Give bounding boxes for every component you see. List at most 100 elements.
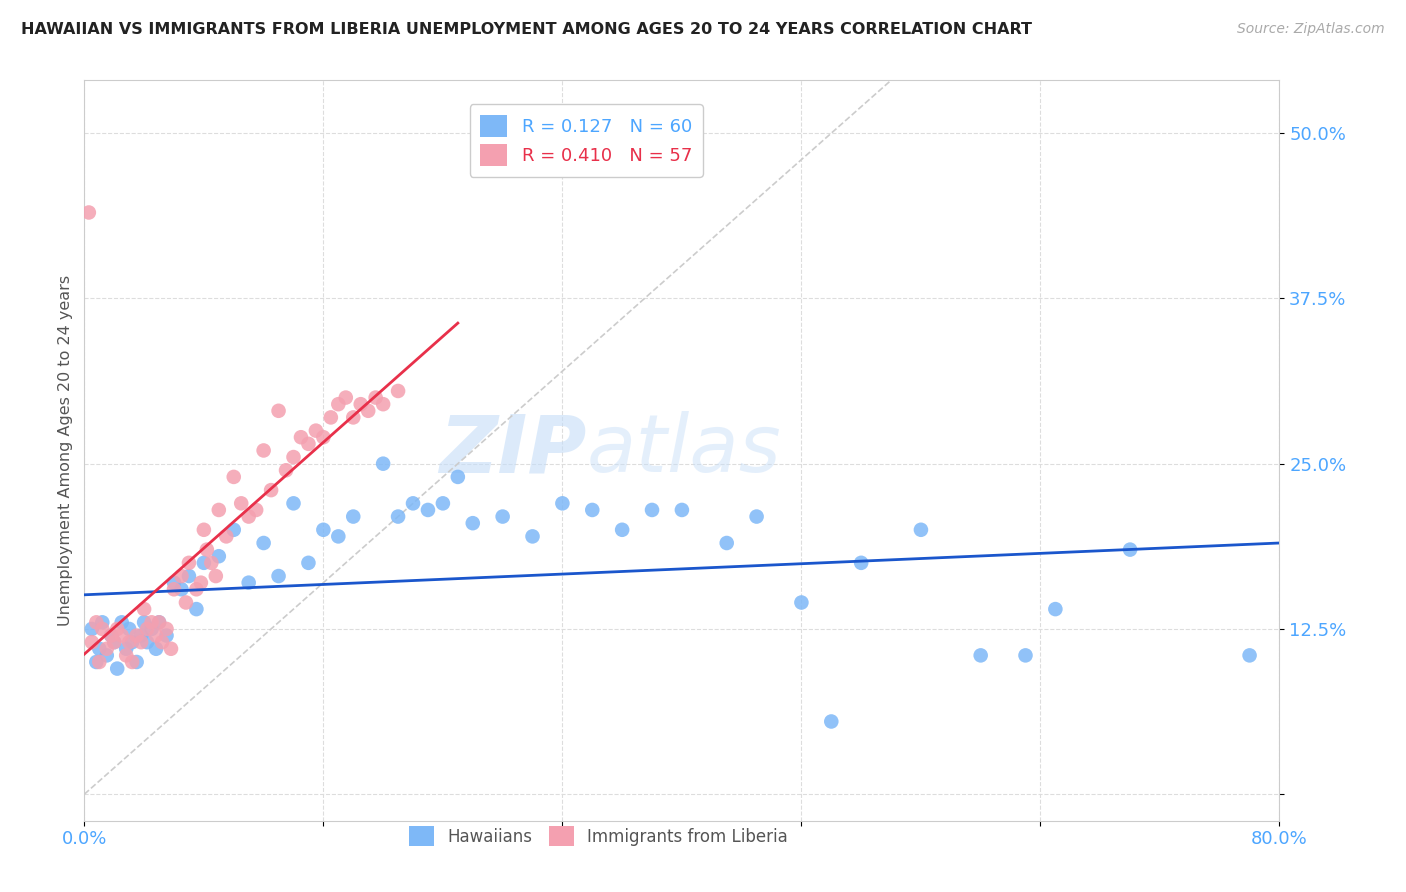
Point xyxy=(132,602,156,616)
Point xyxy=(160,641,183,656)
Point xyxy=(432,496,454,510)
Point xyxy=(155,622,177,636)
Point xyxy=(111,629,134,643)
Point xyxy=(115,648,138,663)
Point xyxy=(96,648,118,663)
Point xyxy=(222,523,245,537)
Point xyxy=(312,430,335,444)
Point xyxy=(150,635,173,649)
Point xyxy=(118,622,141,636)
Point xyxy=(551,496,574,510)
Point xyxy=(364,391,387,405)
Point xyxy=(260,483,283,497)
Point xyxy=(461,516,484,531)
Point xyxy=(125,629,148,643)
Point xyxy=(416,503,439,517)
Point xyxy=(125,655,148,669)
Point xyxy=(193,523,215,537)
Point xyxy=(215,529,238,543)
Point xyxy=(80,622,103,636)
Point xyxy=(121,635,143,649)
Point xyxy=(100,629,122,643)
Point xyxy=(86,615,108,630)
Point xyxy=(1014,648,1036,663)
Point xyxy=(91,622,114,636)
Point xyxy=(186,602,208,616)
Point xyxy=(115,641,138,656)
Point xyxy=(612,523,634,537)
Point xyxy=(492,509,515,524)
Point xyxy=(1045,602,1067,616)
Point xyxy=(238,509,260,524)
Point xyxy=(290,430,312,444)
Point xyxy=(105,662,128,676)
Point xyxy=(132,615,156,630)
Point xyxy=(174,595,197,609)
Point xyxy=(170,582,193,597)
Point xyxy=(1239,648,1261,663)
Point xyxy=(136,622,159,636)
Point xyxy=(195,542,218,557)
Text: ZIP: ZIP xyxy=(439,411,586,490)
Point xyxy=(790,595,813,609)
Point xyxy=(387,509,409,524)
Point xyxy=(387,384,409,398)
Point xyxy=(297,556,319,570)
Text: HAWAIIAN VS IMMIGRANTS FROM LIBERIA UNEMPLOYMENT AMONG AGES 20 TO 24 YEARS CORRE: HAWAIIAN VS IMMIGRANTS FROM LIBERIA UNEM… xyxy=(21,22,1032,37)
Point xyxy=(1119,542,1142,557)
Point xyxy=(357,404,380,418)
Text: Source: ZipAtlas.com: Source: ZipAtlas.com xyxy=(1237,22,1385,37)
Point xyxy=(77,205,100,219)
Point xyxy=(283,496,305,510)
Point xyxy=(170,569,193,583)
Point xyxy=(297,437,319,451)
Point xyxy=(350,397,373,411)
Point xyxy=(96,641,118,656)
Point xyxy=(851,556,873,570)
Point xyxy=(245,503,267,517)
Point xyxy=(319,410,342,425)
Point xyxy=(342,410,364,425)
Point xyxy=(105,622,128,636)
Point xyxy=(641,503,664,517)
Point xyxy=(136,635,159,649)
Point xyxy=(111,615,134,630)
Text: atlas: atlas xyxy=(586,411,782,490)
Point xyxy=(328,397,350,411)
Point xyxy=(267,569,290,583)
Point xyxy=(80,635,103,649)
Point xyxy=(335,391,357,405)
Point xyxy=(581,503,603,517)
Point xyxy=(86,655,108,669)
Point xyxy=(103,635,125,649)
Point xyxy=(208,503,231,517)
Point xyxy=(148,615,170,630)
Point xyxy=(312,523,335,537)
Point xyxy=(121,655,143,669)
Point xyxy=(447,470,470,484)
Point xyxy=(910,523,932,537)
Point xyxy=(163,582,186,597)
Point xyxy=(274,463,297,477)
Point xyxy=(155,629,177,643)
Point xyxy=(163,575,186,590)
Point xyxy=(745,509,768,524)
Point xyxy=(91,615,114,630)
Point xyxy=(89,641,111,656)
Point xyxy=(305,424,328,438)
Point xyxy=(671,503,693,517)
Point xyxy=(267,404,290,418)
Point xyxy=(253,443,276,458)
Legend: Hawaiians, Immigrants from Liberia: Hawaiians, Immigrants from Liberia xyxy=(402,820,794,853)
Point xyxy=(222,470,245,484)
Point xyxy=(129,635,152,649)
Point xyxy=(200,556,222,570)
Point xyxy=(970,648,993,663)
Point xyxy=(186,582,208,597)
Point xyxy=(141,615,163,630)
Point xyxy=(402,496,425,510)
Y-axis label: Unemployment Among Ages 20 to 24 years: Unemployment Among Ages 20 to 24 years xyxy=(58,275,73,626)
Point xyxy=(89,655,111,669)
Point xyxy=(283,450,305,464)
Point xyxy=(231,496,253,510)
